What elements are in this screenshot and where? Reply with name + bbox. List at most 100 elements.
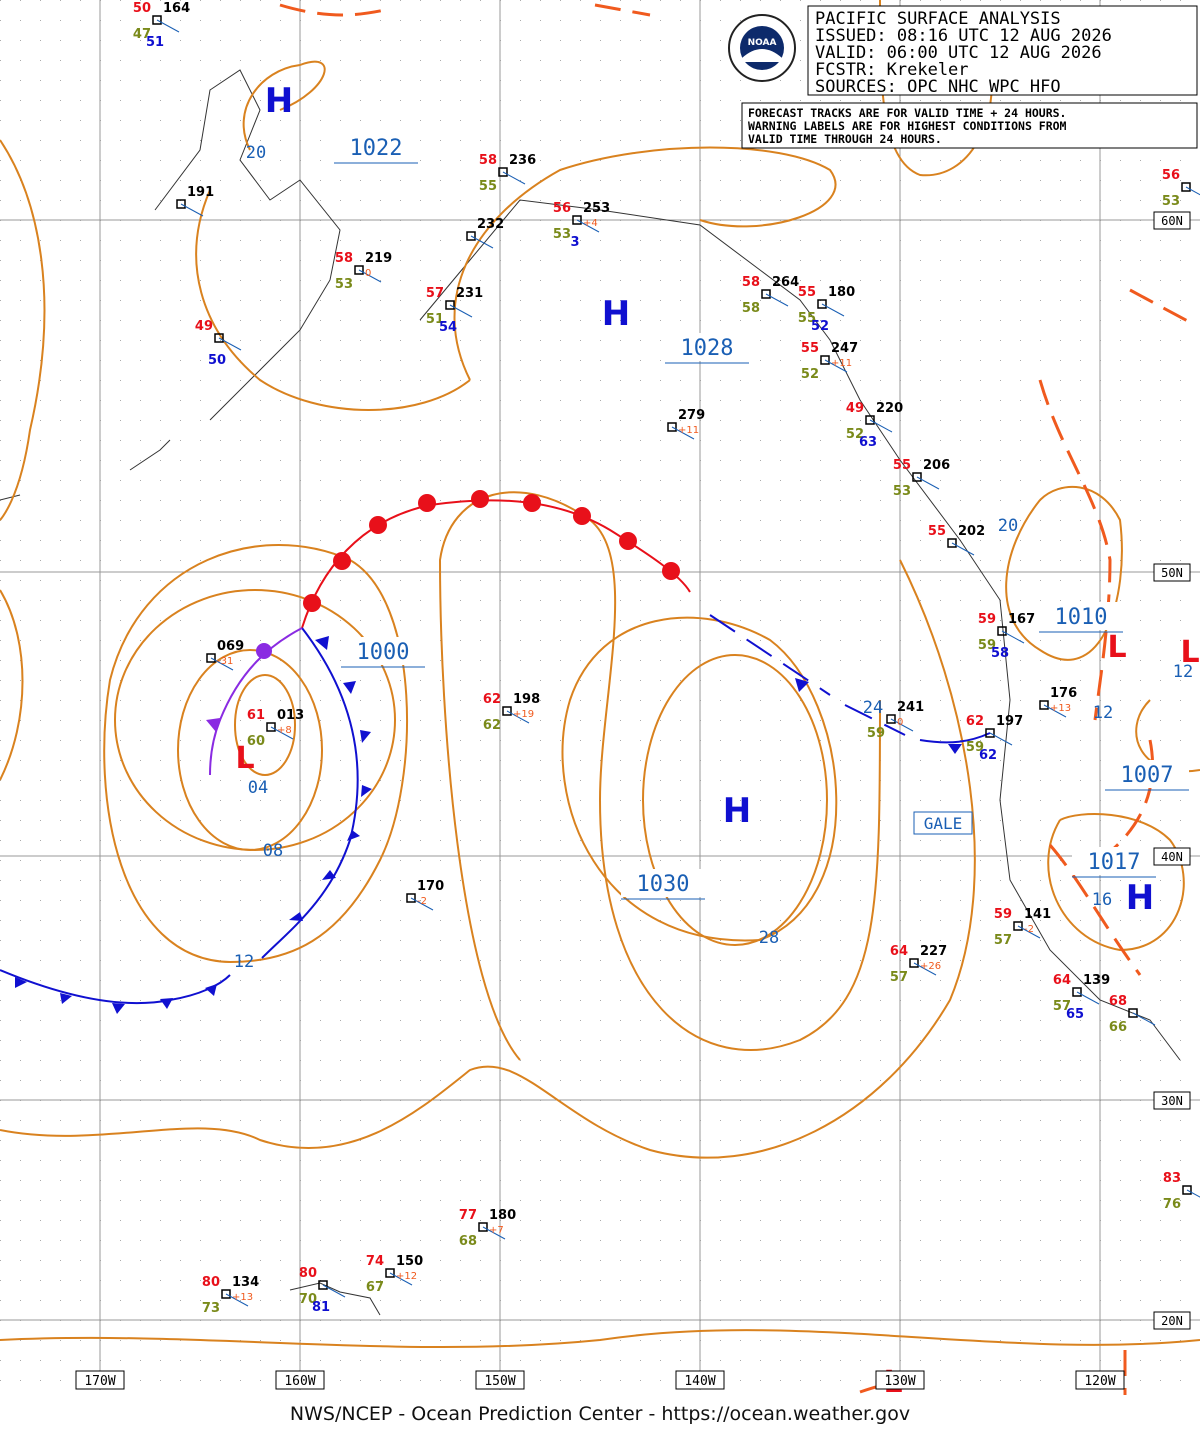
station-dew: 52 xyxy=(846,427,864,442)
station-icon xyxy=(761,289,771,299)
wind-barb xyxy=(1132,1012,1156,1026)
station-dew: 51 xyxy=(426,312,444,327)
station-icon xyxy=(385,1268,395,1278)
station-pres: 247 xyxy=(831,341,858,356)
station-temp: 56 xyxy=(1162,168,1180,183)
wind-barb xyxy=(671,426,695,440)
lat-label: 20N xyxy=(1161,1314,1183,1328)
station-tend: +12 xyxy=(396,1271,417,1282)
station-tend: 0 xyxy=(897,717,903,728)
station-dew: 57 xyxy=(1053,999,1071,1014)
station-icon xyxy=(985,728,995,738)
isobar-label: 28 xyxy=(759,928,779,948)
wind-barb xyxy=(913,962,937,976)
dot-grid xyxy=(0,0,1200,1395)
station-temp: 68 xyxy=(1109,994,1127,1009)
station-dew: 55 xyxy=(798,311,816,326)
station-temp: 57 xyxy=(426,286,444,301)
wind-barb xyxy=(824,359,848,373)
station-pres: 164 xyxy=(163,1,190,16)
pressure-center: H xyxy=(602,294,630,334)
note-box xyxy=(741,102,1198,149)
station-pres: 150 xyxy=(396,1254,423,1269)
station-pres: 013 xyxy=(277,708,304,723)
station-temp: 55 xyxy=(893,458,911,473)
pressure-center: H xyxy=(723,791,751,831)
wind-barb xyxy=(389,1272,413,1286)
station-pres: 231 xyxy=(456,286,483,301)
station-tend: +11 xyxy=(678,425,699,436)
station-icon xyxy=(318,1280,328,1290)
station-dew: 58 xyxy=(742,301,760,316)
station-pres: 139 xyxy=(1083,973,1110,988)
station-icon xyxy=(406,893,416,903)
station-icon xyxy=(466,231,476,241)
station-dew: 62 xyxy=(483,718,501,733)
station-extra: 50 xyxy=(208,353,226,368)
station-pres: 206 xyxy=(923,458,950,473)
isobar-label-bg xyxy=(621,869,705,897)
station-temp: 58 xyxy=(742,275,760,290)
station-extra: 3 xyxy=(570,235,579,250)
footer: NWS/NCEP - Ocean Prediction Center - htt… xyxy=(290,1403,910,1425)
lon-label: 150W xyxy=(484,1374,515,1389)
station-dew: 70 xyxy=(299,1292,317,1307)
wind-barb xyxy=(1043,704,1067,718)
station-tend: 0 xyxy=(365,268,371,279)
station-dew: 57 xyxy=(890,970,908,985)
station-icon xyxy=(865,415,875,425)
station-dew: 59 xyxy=(966,740,984,755)
station-dew: 59 xyxy=(978,638,996,653)
logo-text: NOAA xyxy=(748,38,777,48)
pressure-center: L xyxy=(235,741,254,776)
isobar-labels: 1022 20 1028 1000 04 08 12 1030 28 20 24 1010 12 12 10… xyxy=(234,133,1193,972)
fronts xyxy=(0,3,1196,1395)
station-dew: 53 xyxy=(1162,194,1180,209)
station-plots: 50 47 164 51 191 58 53 219 0 57 51 231 54 49 50 58 55 236… xyxy=(133,1,1200,1316)
isobar-label: 1007 xyxy=(1121,763,1174,788)
station-dew: 68 xyxy=(459,1234,477,1249)
station-extra: 58 xyxy=(991,646,1009,661)
station-temp: 55 xyxy=(798,285,816,300)
station-pres: 176 xyxy=(1050,686,1077,701)
lon-label: 120W xyxy=(1084,1374,1115,1389)
station-temp: 64 xyxy=(890,944,908,959)
warning-label: GALE xyxy=(924,814,963,833)
station-extra: 65 xyxy=(1066,1007,1084,1022)
station-temp: 56 xyxy=(553,201,571,216)
station-icon xyxy=(221,1289,231,1299)
note-line: VALID TIME THROUGH 24 HOURS. xyxy=(748,132,942,146)
station-tend: +19 xyxy=(513,709,534,720)
station-tend: -2 xyxy=(417,896,427,907)
station-temp: 49 xyxy=(846,401,864,416)
isobar-label: 12 xyxy=(234,952,254,972)
station-pres: 191 xyxy=(187,185,214,200)
wind-barb xyxy=(821,303,845,317)
wind-barb xyxy=(1076,991,1100,1005)
station-icon xyxy=(1182,1185,1192,1195)
lon-box xyxy=(675,1370,725,1390)
lon-label: 160W xyxy=(284,1374,315,1389)
station-dew: 67 xyxy=(366,1280,384,1295)
station-temp: 62 xyxy=(483,692,501,707)
station-temp: 62 xyxy=(966,714,984,729)
header-sources: SOURCES: OPC NHC WPC HFO xyxy=(815,77,1061,97)
station-icon xyxy=(176,199,186,209)
isobar-label: 1022 xyxy=(350,136,403,161)
station-pres: 198 xyxy=(513,692,540,707)
lat-label: 50N xyxy=(1161,566,1183,580)
lon-label: 170W xyxy=(84,1374,115,1389)
header-valid: VALID: 06:00 UTC 12 AUG 2026 xyxy=(815,43,1102,63)
station-icon xyxy=(947,538,957,548)
station-dew: 76 xyxy=(1163,1197,1181,1212)
isobar-label-bg xyxy=(665,333,749,361)
isobar-label: 1017 xyxy=(1088,850,1141,875)
station-icon xyxy=(1013,921,1023,931)
lon-label: 140W xyxy=(684,1374,715,1389)
wind-barb xyxy=(1017,925,1041,939)
station-pres: 227 xyxy=(920,944,947,959)
station-dew: 53 xyxy=(553,227,571,242)
isobar-label: 20 xyxy=(998,516,1018,536)
station-extra: 81 xyxy=(312,1300,330,1315)
station-temp: 58 xyxy=(479,153,497,168)
